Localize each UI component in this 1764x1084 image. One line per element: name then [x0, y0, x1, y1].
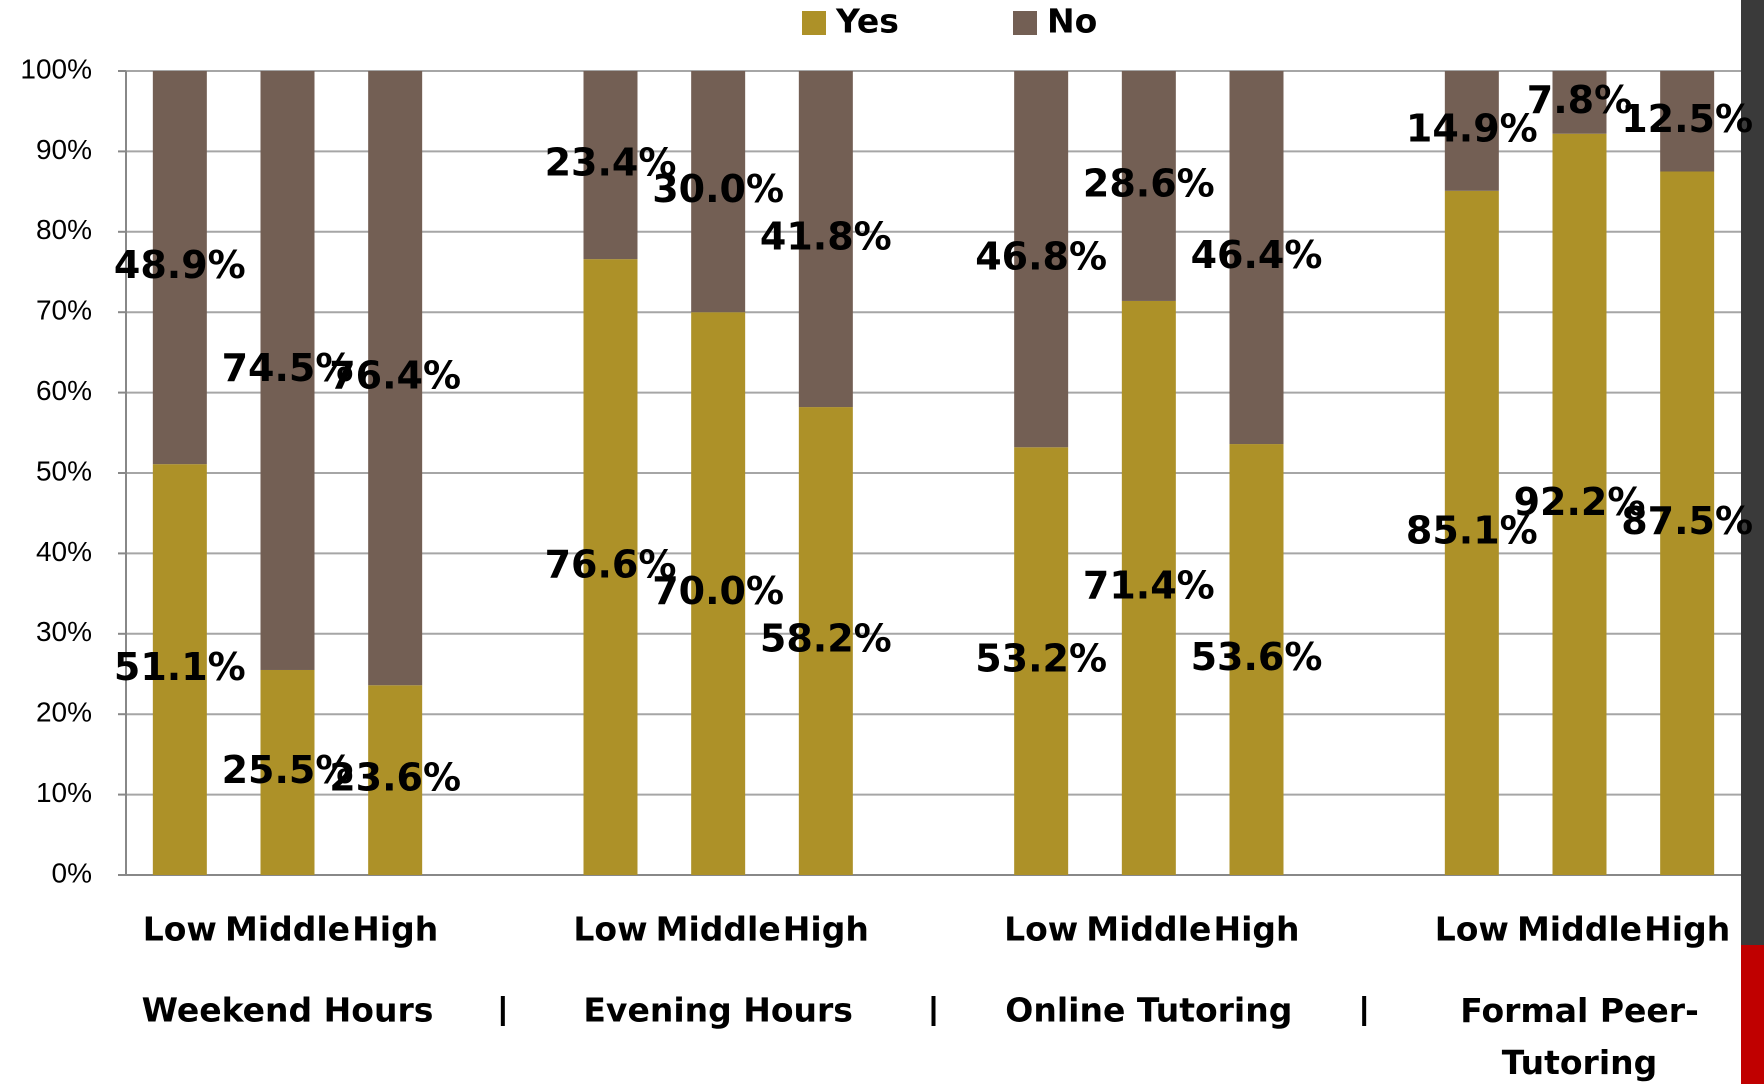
data-label: 92.2% [1514, 480, 1646, 524]
bar-segment [1121, 300, 1176, 876]
x-tick-label: Middle [656, 910, 781, 949]
y-tick-label: 20% [36, 697, 92, 728]
group-label-line: Tutoring [1502, 1043, 1658, 1082]
data-label: 14.9% [1406, 106, 1538, 150]
bar-segment [1552, 133, 1607, 875]
data-label: 46.4% [1191, 233, 1323, 277]
bar-segment [260, 669, 315, 875]
bar-segment [583, 259, 638, 875]
data-label: 76.4% [329, 354, 461, 398]
group-label: Weekend Hours [142, 991, 434, 1030]
x-tick-label: Low [1004, 910, 1078, 949]
group-label: Formal Peer- Tutoring [1460, 991, 1699, 1082]
x-tick-label: Low [573, 910, 647, 949]
legend-label: No [1047, 2, 1097, 41]
bar-segment [1660, 171, 1715, 875]
y-tick-label: 40% [36, 536, 92, 567]
side-accent [1741, 945, 1764, 1084]
data-label: 41.8% [760, 215, 892, 259]
x-tick-label: Middle [225, 910, 350, 949]
x-tick-label: Middle [1517, 910, 1642, 949]
x-tick-label: Low [143, 910, 217, 949]
bar-segment [691, 312, 746, 875]
data-label: 51.1% [114, 645, 246, 689]
bar-segment [583, 71, 638, 260]
data-label: 85.1% [1406, 508, 1538, 552]
data-label: 7.8% [1527, 78, 1632, 122]
y-tick-label: 80% [36, 214, 92, 245]
x-tick-label: High [783, 910, 869, 949]
data-label: 71.4% [1083, 563, 1215, 607]
y-tick-label: 70% [36, 295, 92, 326]
bar-segment [798, 71, 853, 408]
data-label: 53.2% [975, 637, 1107, 681]
x-tick-label: Low [1435, 910, 1509, 949]
data-label: 46.8% [975, 235, 1107, 279]
bar-segment [1229, 444, 1284, 875]
group-label-line: Formal Peer- [1460, 991, 1699, 1030]
data-label: 87.5% [1621, 499, 1753, 543]
bar-segment [368, 71, 423, 686]
bar-segment [691, 71, 746, 313]
group-label: Online Tutoring [1005, 991, 1292, 1030]
bar-segment [260, 71, 315, 670]
bar-segment [798, 407, 853, 875]
data-label: 48.9% [114, 243, 246, 287]
data-label: 53.6% [1191, 635, 1323, 679]
data-label: 58.2% [760, 617, 892, 661]
data-label: 30.0% [652, 167, 784, 211]
y-tick-label: 10% [36, 777, 92, 808]
bar-segment [1121, 71, 1176, 301]
x-tick-label: Middle [1086, 910, 1211, 949]
y-tick-label: 0% [52, 857, 92, 888]
y-tick-label: 60% [36, 375, 92, 406]
y-tick-label: 50% [36, 455, 92, 486]
bar-segment [1444, 190, 1499, 875]
y-tick-label: 90% [36, 134, 92, 165]
data-label: 28.6% [1083, 161, 1215, 205]
bar-segment [1229, 71, 1284, 445]
bar-segment [152, 464, 207, 875]
x-tick-label: High [1644, 910, 1730, 949]
data-label: 23.4% [545, 141, 677, 185]
data-label: 23.6% [329, 756, 461, 800]
y-tick-label: 100% [20, 53, 92, 84]
side-strip [1741, 0, 1764, 1084]
bar-segment [1660, 71, 1715, 172]
bar-segment [368, 685, 423, 875]
data-label: 70.0% [652, 569, 784, 613]
data-label: 12.5% [1621, 97, 1753, 141]
bar-segment [1552, 71, 1607, 134]
data-label: 25.5% [222, 748, 354, 792]
data-label: 74.5% [222, 346, 354, 390]
legend-swatch [802, 11, 826, 35]
legend-swatch [1013, 11, 1037, 35]
group-label: Evening Hours [583, 991, 853, 1030]
bar-segment [1014, 71, 1069, 448]
y-tick-label: 30% [36, 616, 92, 647]
legend-label: Yes [835, 2, 899, 41]
bar-segment [152, 71, 207, 465]
x-tick-label: High [1213, 910, 1299, 949]
bar-segment [1444, 71, 1499, 191]
data-label: 76.6% [545, 543, 677, 587]
bar-segment [1014, 447, 1069, 875]
x-tick-label: High [352, 910, 438, 949]
